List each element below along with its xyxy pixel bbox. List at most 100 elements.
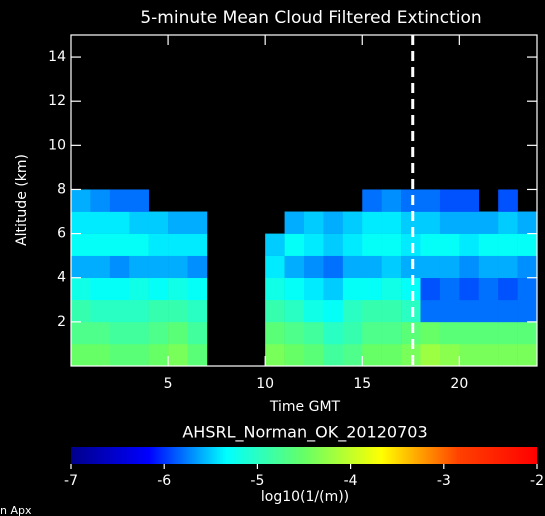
chart-title: 5-minute Mean Cloud Filtered Extinction <box>140 8 481 28</box>
heatmap-cell <box>168 321 188 345</box>
heatmap-cell <box>168 255 188 279</box>
heatmap-cell <box>401 255 421 279</box>
heatmap-cell <box>323 321 344 345</box>
heatmap-cell <box>498 211 518 234</box>
y-tick-label: 10 <box>48 137 66 153</box>
heatmap-cell <box>401 299 421 323</box>
heatmap-cell <box>187 343 208 367</box>
heatmap-cell <box>401 189 421 212</box>
heatmap-cell <box>148 321 169 345</box>
heatmap-cell <box>284 255 305 279</box>
heatmap-cell <box>362 321 382 345</box>
heatmap-cell <box>71 299 91 323</box>
heatmap-cell <box>381 277 402 301</box>
colorbar <box>71 447 537 464</box>
subtitle: AHSRL_Norman_OK_20120703 <box>182 423 427 443</box>
heatmap-cell <box>342 343 363 367</box>
heatmap-cell <box>478 233 499 256</box>
heatmap-cell <box>459 277 480 301</box>
heatmap-cell <box>401 321 421 345</box>
heatmap-cell <box>439 277 460 301</box>
heatmap-cell <box>439 255 460 279</box>
heatmap-cell <box>517 233 538 256</box>
heatmap-cell <box>420 211 441 234</box>
heatmap-cell <box>90 255 111 279</box>
heatmap-cell <box>148 343 169 367</box>
heatmap-cell <box>459 255 480 279</box>
heatmap-cell <box>168 233 188 256</box>
heatmap-cell <box>284 233 305 256</box>
footer: n Apx <box>0 504 32 516</box>
heatmap-cell <box>109 277 130 301</box>
heatmap-cell <box>168 343 188 367</box>
heatmap-cell <box>187 299 208 323</box>
heatmap-cell <box>265 343 285 367</box>
heatmap-cell <box>187 233 208 256</box>
heatmap-cell <box>129 211 149 234</box>
heatmap-cell <box>439 189 460 212</box>
heatmap-cell <box>90 211 111 234</box>
heatmap-cell <box>498 299 518 323</box>
heatmap-cell <box>401 343 421 367</box>
heatmap-cell <box>187 277 208 301</box>
colorbar-tick-label: -7 <box>64 473 78 489</box>
y-tick-label: 12 <box>48 93 66 109</box>
heatmap-cell <box>381 233 402 256</box>
heatmap-cell <box>362 189 382 212</box>
y-tick-label: 6 <box>57 226 66 242</box>
heatmap-cell <box>129 299 149 323</box>
heatmap-cell <box>109 233 130 256</box>
heatmap-cell <box>90 343 111 367</box>
heatmap-cell <box>459 299 480 323</box>
heatmap-cell <box>323 343 344 367</box>
heatmap-cell <box>90 189 111 212</box>
heatmap-cell <box>401 233 421 256</box>
heatmap-cell <box>478 211 499 234</box>
y-tick-label: 4 <box>57 270 66 286</box>
y-tick-label: 2 <box>57 314 66 330</box>
heatmap-cell <box>323 299 344 323</box>
heatmap-cell <box>304 255 324 279</box>
x-tick-label: 5 <box>164 376 173 392</box>
heatmap-cell <box>323 255 344 279</box>
colorbar-label: log10(1/(m)) <box>261 489 349 505</box>
y-tick-label: 14 <box>48 49 66 65</box>
heatmap-cell <box>362 277 382 301</box>
heatmap-cell <box>109 255 130 279</box>
heatmap-cell <box>517 211 538 234</box>
heatmap-cell <box>420 277 441 301</box>
heatmap-cell <box>362 233 382 256</box>
heatmap-cell <box>517 343 538 367</box>
x-tick-label: 15 <box>353 376 371 392</box>
heatmap-cell <box>381 189 402 212</box>
heatmap-cell <box>71 343 91 367</box>
heatmap-cell <box>148 211 169 234</box>
heatmap-cell <box>459 211 480 234</box>
heatmap-cell <box>148 277 169 301</box>
heatmap-cell <box>265 255 285 279</box>
heatmap-cell <box>439 343 460 367</box>
heatmap-cell <box>420 189 441 212</box>
heatmap-cell <box>284 321 305 345</box>
heatmap-cell <box>265 277 285 301</box>
heatmap-cell <box>304 321 324 345</box>
heatmap-cell <box>109 189 130 212</box>
heatmap-cell <box>420 233 441 256</box>
heatmap-cell <box>362 299 382 323</box>
y-tick-label: 8 <box>57 181 66 197</box>
heatmap-cell <box>498 189 518 212</box>
heatmap-cell <box>129 343 149 367</box>
colorbar-tick-label: -5 <box>250 473 264 489</box>
heatmap-cell <box>342 255 363 279</box>
heatmap-cell <box>459 189 480 212</box>
heatmap-cell <box>71 321 91 345</box>
heatmap-cell <box>517 255 538 279</box>
heatmap-cell <box>265 321 285 345</box>
heatmap-cell <box>362 343 382 367</box>
heatmap-cell <box>168 277 188 301</box>
heatmap-cell <box>304 277 324 301</box>
heatmap-cell <box>420 343 441 367</box>
heatmap-cell <box>168 211 188 234</box>
x-tick-label: 10 <box>256 376 274 392</box>
heatmap-cell <box>381 211 402 234</box>
